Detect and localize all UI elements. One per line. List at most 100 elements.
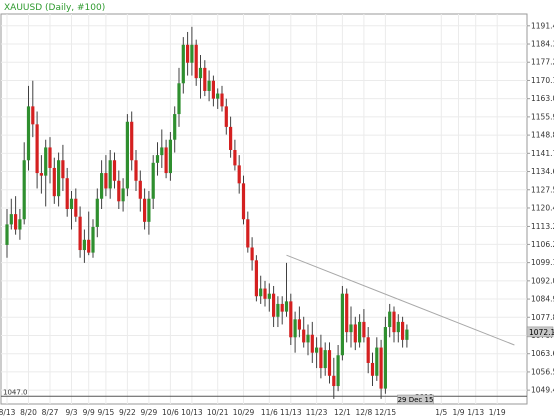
x-tick-label: 12/1	[334, 408, 351, 417]
candle-down	[48, 147, 52, 168]
candle-up	[160, 147, 164, 156]
candle-down	[233, 149, 237, 166]
candle-down	[211, 80, 215, 99]
candle-down	[65, 178, 69, 209]
candle-down	[61, 160, 65, 179]
x-tick-label: 10/29	[233, 408, 255, 417]
candle-up	[405, 329, 409, 340]
candle-down	[39, 173, 43, 176]
candle-down	[186, 44, 190, 63]
candle-up	[375, 347, 379, 376]
x-tick-label: 8/27	[42, 408, 59, 417]
candle-up	[82, 239, 86, 251]
candle-down	[87, 239, 91, 253]
candle-up	[396, 321, 400, 333]
candle-down	[237, 165, 241, 184]
candle-down	[319, 347, 323, 369]
y-tick-label: 1113.2	[531, 222, 554, 231]
candle-up	[383, 327, 387, 389]
candle-down	[31, 106, 35, 125]
candle-down	[345, 293, 349, 333]
candle-up	[9, 214, 13, 225]
candle-down	[194, 44, 198, 79]
cursor-date-box	[397, 394, 434, 405]
candle-up	[181, 44, 185, 84]
x-tick-label: 9/9	[83, 408, 95, 417]
y-tick-label: 1099.1	[531, 258, 554, 267]
candle-up	[323, 350, 327, 369]
candle-down	[379, 347, 383, 389]
candle-down	[164, 147, 168, 174]
cursor-date-label: 29 Dec 15	[398, 396, 434, 404]
x-tick-label: 11/6	[261, 408, 278, 417]
x-tick-label: 12/8	[355, 408, 372, 417]
candle-down	[241, 183, 246, 220]
candle-up	[100, 173, 104, 199]
candle-down	[401, 321, 405, 340]
candle-up	[69, 198, 74, 209]
x-tick-label: 10/21	[207, 408, 229, 417]
candle-down	[289, 301, 293, 338]
candle-up	[315, 347, 319, 353]
candle-down	[138, 180, 142, 199]
candle-down	[229, 126, 233, 150]
candle-down	[254, 260, 258, 297]
candle-down	[332, 375, 336, 387]
current-price-box	[526, 326, 554, 338]
x-tick-label: 1/9	[452, 408, 464, 417]
candle-down	[35, 124, 39, 174]
candle-up	[259, 288, 263, 297]
candle-down	[52, 167, 56, 197]
x-tick-label: 1/5	[435, 408, 447, 417]
candle-up	[267, 293, 271, 299]
candle-down	[134, 160, 138, 181]
candle-down	[366, 337, 370, 363]
candle-up	[293, 319, 297, 338]
y-tick-label: 1191.4	[531, 21, 554, 30]
candle-up	[22, 160, 26, 220]
y-tick-label: 1155.9	[531, 112, 554, 121]
candle-down	[78, 216, 82, 251]
candle-up	[18, 219, 22, 230]
candle-up	[44, 147, 48, 176]
candle-down	[297, 319, 301, 330]
candle-up	[349, 324, 353, 333]
y-tick-label: 1127.5	[531, 185, 554, 194]
candle-up	[147, 198, 151, 222]
candle-up	[5, 224, 9, 245]
y-tick-label: 1163.0	[531, 94, 554, 103]
candle-up	[125, 121, 129, 189]
x-tick-label: 9/15	[97, 408, 114, 417]
y-tick-label: 1063.6	[531, 349, 554, 358]
candle-down	[280, 303, 284, 312]
candle-up	[216, 93, 220, 99]
y-tick-label: 1049.4	[531, 386, 554, 395]
candle-down	[220, 93, 224, 107]
y-tick-label: 1177.2	[531, 58, 554, 67]
y-tick-label: 1092.0	[531, 276, 554, 285]
x-tick-label: 10/6	[162, 408, 179, 417]
candle-down	[117, 180, 121, 202]
candle-down	[327, 350, 332, 376]
candle-up	[151, 162, 155, 199]
y-tick-label: 1148.8	[531, 131, 554, 140]
candle-up	[173, 114, 177, 140]
x-tick-label: 9/29	[140, 408, 157, 417]
candle-down	[370, 362, 375, 376]
candle-up	[26, 106, 31, 161]
candle-down	[224, 106, 228, 127]
candle-up	[207, 80, 211, 91]
x-tick-label: 8/20	[20, 408, 37, 417]
current-price-label: 1072.1	[529, 328, 554, 337]
candle-up	[198, 67, 203, 79]
candle-down	[302, 329, 306, 343]
candle-up	[340, 293, 344, 356]
candle-up	[95, 198, 99, 227]
candle-up	[121, 188, 125, 202]
candle-down	[263, 288, 267, 299]
x-tick-label: 11/13	[280, 408, 302, 417]
candle-down	[272, 293, 276, 317]
candle-up	[306, 334, 310, 343]
candle-down	[362, 321, 366, 338]
x-tick-label: 8/13	[0, 408, 16, 417]
